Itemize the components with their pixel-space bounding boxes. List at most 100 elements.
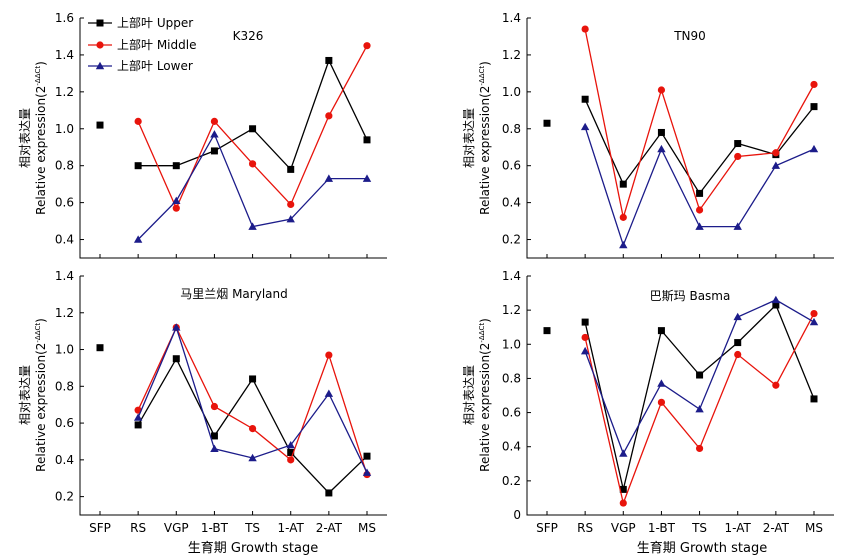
x-tick-label: 1-AT (725, 521, 752, 535)
series-line (137, 325, 368, 473)
data-point (362, 468, 372, 476)
data-point (287, 165, 295, 173)
chart-panel-1: 0.4 0.6 0.8 1.0 1.2 1.4 1.6 K326 (55, 11, 387, 259)
data-point (810, 309, 818, 318)
y-tick-label: 1.0 (55, 343, 74, 357)
data-point (734, 350, 742, 359)
y-tick-label: 0.2 (55, 490, 74, 504)
data-point (286, 215, 295, 223)
panel-title: TN90 (673, 29, 706, 43)
y-tick-label: 0.2 (502, 233, 521, 247)
x-tick-label: SFP (536, 521, 558, 535)
panel-title: 巴斯玛 Basma (650, 289, 731, 303)
data-point (286, 440, 295, 449)
y-tick-label: 0.8 (502, 371, 521, 385)
y-tick-label: 0.4 (502, 196, 521, 210)
series-square (543, 95, 818, 197)
series-circle (581, 25, 818, 221)
data-point (210, 130, 219, 138)
data-point (657, 128, 665, 136)
y-tick-label: 0.8 (502, 122, 521, 136)
data-point (695, 404, 704, 413)
data-point (771, 161, 781, 169)
series-triangle (133, 323, 372, 476)
data-point (172, 162, 180, 170)
x-tick-label: RS (577, 521, 593, 535)
x-tick-label: 2-AT (763, 521, 790, 535)
data-point (363, 42, 371, 50)
legend-item-upper: 上部叶 Upper (88, 15, 193, 30)
data-point (619, 499, 627, 507)
axes-frame (79, 276, 387, 516)
series-triangle (580, 122, 819, 249)
data-point (363, 136, 371, 144)
data-point (733, 312, 742, 321)
y-tick-label: 1.4 (502, 11, 521, 25)
x-tick-label: MS (358, 521, 376, 535)
x-tick-label: VGP (611, 521, 636, 535)
y-axis-label-en: Relative expression(2-ΔΔCt) (478, 318, 492, 472)
x-tick-label: MS (805, 521, 823, 535)
y-tick-label: 1.0 (55, 122, 74, 136)
data-point (249, 375, 257, 383)
series-circle (134, 42, 371, 212)
y-axis-label-left-top: 相对表达量 Relative expression(2-ΔΔCt) (18, 61, 48, 215)
data-point (696, 371, 704, 379)
data-point (810, 103, 818, 111)
y-tick-label: 0.4 (502, 440, 521, 454)
data-point (619, 485, 627, 493)
data-point (134, 421, 142, 429)
panel-title: 马里兰烟 Maryland (180, 287, 287, 301)
data-point (362, 174, 372, 182)
data-point (772, 149, 780, 157)
data-point (325, 112, 333, 120)
legend-label-middle: 上部叶 Middle (117, 37, 196, 52)
data-point (543, 119, 551, 127)
data-point (325, 489, 333, 497)
data-point (287, 456, 295, 464)
y-tick-label: 0.6 (55, 416, 74, 430)
y-tick-label: 0.6 (55, 196, 74, 210)
series-triangle (580, 295, 819, 457)
y-tick-label: 1.6 (55, 11, 74, 25)
data-point (172, 196, 181, 204)
y-tick-label: 0 (513, 508, 521, 522)
data-point (772, 381, 780, 389)
x-tick-label: SFP (89, 521, 111, 535)
y-tick-label: 0.8 (55, 159, 74, 173)
data-point (210, 117, 219, 125)
data-point (657, 398, 666, 406)
y-axis-label-cn: 相对表达量 (18, 108, 32, 168)
y-tick-label: 0.8 (55, 379, 74, 393)
x-tick-label: VGP (164, 521, 189, 535)
x-tick-label: 1-AT (278, 521, 305, 535)
series-line (138, 58, 368, 171)
data-point (325, 56, 333, 64)
y-tick-label: 1.0 (502, 337, 521, 351)
y-axis-label-en: Relative expression(2-ΔΔCt) (34, 318, 48, 472)
series-square (96, 56, 371, 173)
data-point (695, 222, 704, 230)
y-tick-label: 0.6 (502, 159, 521, 173)
data-point (734, 140, 742, 148)
y-axis-label-left-bottom: 相对表达量 Relative expression(2-ΔΔCt) (18, 318, 48, 472)
data-point (580, 346, 590, 355)
y-axis-label-cn: 相对表达量 (462, 365, 476, 425)
series-triangle (133, 130, 372, 243)
y-tick-label: 1.4 (55, 48, 74, 62)
data-point (581, 333, 589, 342)
y-axis-label-en: Relative expression(2-ΔΔCt) (478, 61, 492, 215)
y-tick-label: 1.2 (502, 303, 521, 317)
data-point (210, 444, 219, 453)
data-point (248, 222, 257, 230)
data-point (248, 453, 257, 462)
x-tick-label: 1-BT (648, 521, 676, 535)
y-tick-label: 1.4 (502, 269, 521, 283)
x-tick-label: RS (130, 521, 146, 535)
data-point (172, 204, 180, 212)
y-axis-label-right-top: 相对表达量 Relative expression(2-ΔΔCt) (462, 61, 492, 215)
data-point (619, 240, 628, 249)
data-point (248, 160, 257, 168)
y-tick-label: 0.4 (55, 233, 74, 247)
series-circle (581, 309, 818, 507)
